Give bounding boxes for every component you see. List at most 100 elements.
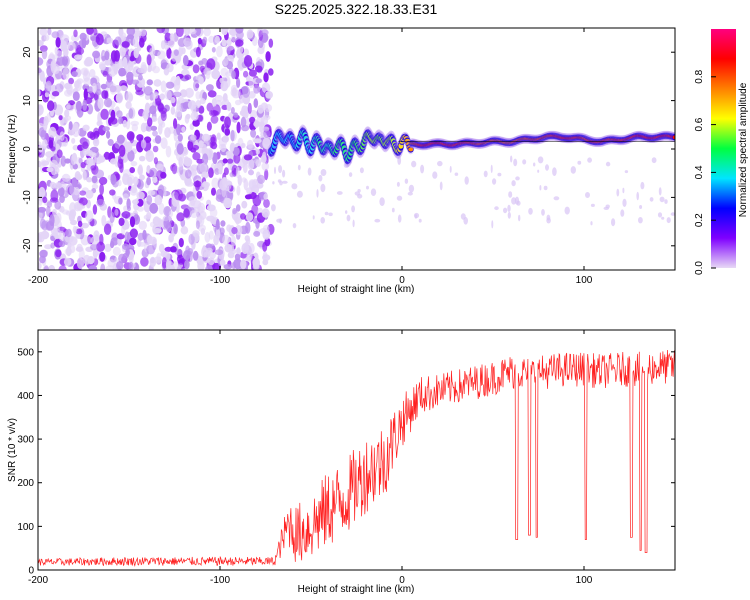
colorbar-ticks: 0.0 0.2 0.4 0.6 0.8 xyxy=(694,69,716,275)
noise-blob xyxy=(231,227,238,235)
noise-blob xyxy=(178,156,183,167)
noise-blob xyxy=(123,205,129,212)
noise-blob xyxy=(223,197,233,209)
noise-blob xyxy=(158,243,165,253)
noise-blob xyxy=(639,205,643,209)
noise-blob xyxy=(221,104,228,110)
noise-blob xyxy=(228,28,238,36)
noise-blob xyxy=(47,100,55,111)
noise-blob xyxy=(222,93,228,102)
noise-blob xyxy=(624,170,629,174)
noise-blob xyxy=(73,187,80,196)
noise-blob xyxy=(146,244,156,255)
noise-blob xyxy=(590,203,595,207)
noise-blob xyxy=(194,28,202,37)
y-tick-label: 20 xyxy=(22,46,33,58)
noise-blob xyxy=(666,217,671,224)
noise-blob xyxy=(83,77,91,86)
y-tick-label: 100 xyxy=(17,522,34,533)
noise-blob xyxy=(198,60,204,66)
noise-blob xyxy=(253,84,260,94)
noise-blob xyxy=(92,248,98,259)
noise-blob xyxy=(537,156,544,164)
noise-blob xyxy=(89,152,97,158)
noise-blob xyxy=(199,162,208,174)
spectrogram-plot-area xyxy=(38,28,675,270)
noise-blob xyxy=(50,242,55,249)
noise-blob xyxy=(52,208,57,216)
noise-blob xyxy=(52,228,62,240)
snr-y-ticks: 0 100 200 300 400 500 xyxy=(17,347,675,577)
noise-blob xyxy=(136,77,146,88)
noise-blob xyxy=(90,165,97,171)
noise-blob xyxy=(180,89,188,98)
noise-blob xyxy=(201,133,211,142)
noise-blob xyxy=(264,104,273,112)
noise-blob xyxy=(188,233,195,245)
noise-blob xyxy=(507,211,511,219)
noise-blob xyxy=(72,144,80,151)
noise-blob xyxy=(119,46,126,57)
noise-blob xyxy=(68,121,73,131)
noise-blob xyxy=(492,178,497,185)
noise-blob xyxy=(464,176,469,185)
colorbar-tick-label: 0.8 xyxy=(694,69,705,83)
noise-blob xyxy=(463,217,469,225)
noise-blob xyxy=(241,200,248,209)
noise-blob xyxy=(171,162,178,175)
colorbar-tick-label: 0.0 xyxy=(694,261,705,275)
noise-blob xyxy=(114,36,122,46)
colorbar-tick-label: 0.4 xyxy=(694,165,705,179)
noise-blob xyxy=(511,180,516,187)
noise-blob xyxy=(248,169,254,176)
noise-blob xyxy=(39,218,46,229)
noise-blob xyxy=(86,236,92,245)
noise-blob xyxy=(66,246,72,257)
noise-blob xyxy=(148,167,158,178)
noise-blob xyxy=(366,185,369,190)
noise-blob xyxy=(316,189,319,198)
noise-blob xyxy=(222,158,228,164)
noise-blob xyxy=(659,196,665,203)
noise-blob xyxy=(45,80,52,92)
noise-blob xyxy=(42,196,48,203)
noise-blob xyxy=(622,187,625,194)
noise-blob xyxy=(206,121,212,131)
noise-blob xyxy=(132,36,139,48)
noise-blob xyxy=(96,82,101,92)
noise-blob xyxy=(437,160,443,167)
noise-blob xyxy=(83,254,91,265)
noise-blob xyxy=(64,109,70,118)
noise-blob xyxy=(217,162,223,170)
noise-blob xyxy=(116,110,123,118)
noise-blob xyxy=(352,219,355,228)
noise-blob xyxy=(143,214,151,220)
noise-blob xyxy=(253,98,259,109)
noise-blob xyxy=(170,246,177,253)
noise-blob xyxy=(48,126,57,138)
noise-blob xyxy=(43,34,50,41)
noise-blob xyxy=(208,167,214,178)
noise-blob xyxy=(206,204,216,212)
noise-blob xyxy=(553,196,560,201)
noise-blob xyxy=(345,210,348,214)
noise-blob xyxy=(45,151,55,158)
noise-blob xyxy=(109,189,116,196)
noise-blob xyxy=(164,215,173,225)
noise-blob xyxy=(142,109,149,115)
noise-blob xyxy=(123,221,130,230)
noise-blob xyxy=(214,168,220,175)
noise-blob xyxy=(117,179,122,187)
noise-blob xyxy=(234,253,241,261)
noise-blob xyxy=(158,123,163,135)
noise-blob xyxy=(75,173,83,181)
noise-blob xyxy=(184,28,190,36)
noise-blob xyxy=(250,129,257,138)
noise-blob xyxy=(176,143,184,155)
noise-blob xyxy=(407,191,413,196)
noise-blob xyxy=(197,37,202,45)
noise-blob xyxy=(110,50,118,62)
noise-blob xyxy=(66,102,71,110)
noise-blob xyxy=(232,147,240,156)
noise-blob xyxy=(46,205,51,217)
